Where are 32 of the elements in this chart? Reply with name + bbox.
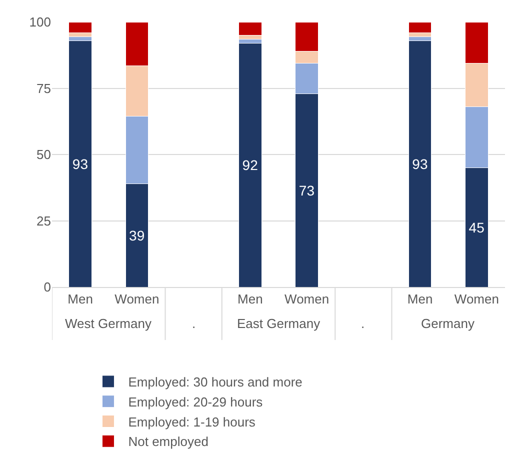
bar (68, 40, 92, 287)
data-label: 39 (129, 227, 145, 244)
data-label: 92 (242, 157, 258, 174)
y-tick-label: 50 (36, 147, 51, 162)
x-tick-label: Women (284, 292, 330, 307)
y-tick-label: 0 (44, 280, 51, 295)
x-tick-label: Women (454, 292, 499, 307)
bar (238, 22, 262, 36)
x-tick-label: Men (407, 292, 433, 307)
bar (68, 22, 92, 33)
x-tick-label: Women (114, 292, 160, 307)
text: East Germany (237, 316, 321, 331)
data-label: 45 (468, 219, 485, 236)
text: . (361, 316, 365, 331)
data-label: 93 (412, 156, 428, 172)
bar (238, 42, 262, 287)
text: Germany (421, 316, 475, 331)
data-label: 73 (298, 182, 315, 198)
bar (408, 40, 432, 287)
y-tick-label: 100 (29, 14, 51, 30)
text: . (192, 316, 196, 331)
legend-label: Not employed (128, 434, 208, 450)
y-tick-label: 25 (36, 213, 51, 228)
legend-label: Employed: 1-19 hours (128, 414, 256, 430)
legend-label: Employed: 20-29 hours (128, 394, 264, 410)
legend-label: Employed: 30 hours and more (128, 374, 302, 390)
text: West Germany (65, 316, 152, 331)
x-tick-label: Men (68, 292, 93, 307)
y-tick-label: 75 (36, 80, 51, 96)
x-tick-label: Men (238, 292, 263, 307)
data-label: 93 (72, 156, 88, 172)
bar (408, 22, 432, 33)
